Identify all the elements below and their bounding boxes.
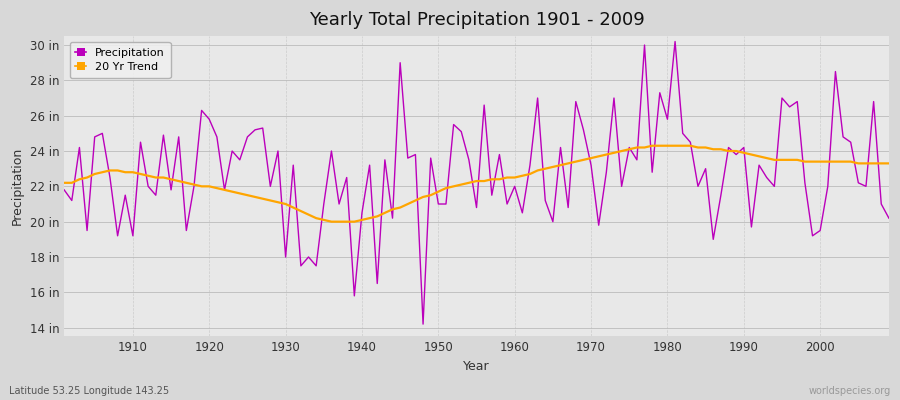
Y-axis label: Precipitation: Precipitation — [11, 147, 24, 226]
X-axis label: Year: Year — [464, 360, 490, 373]
Text: Latitude 53.25 Longitude 143.25: Latitude 53.25 Longitude 143.25 — [9, 386, 169, 396]
Legend: Precipitation, 20 Yr Trend: Precipitation, 20 Yr Trend — [69, 42, 171, 78]
Text: worldspecies.org: worldspecies.org — [809, 386, 891, 396]
Title: Yearly Total Precipitation 1901 - 2009: Yearly Total Precipitation 1901 - 2009 — [309, 11, 644, 29]
